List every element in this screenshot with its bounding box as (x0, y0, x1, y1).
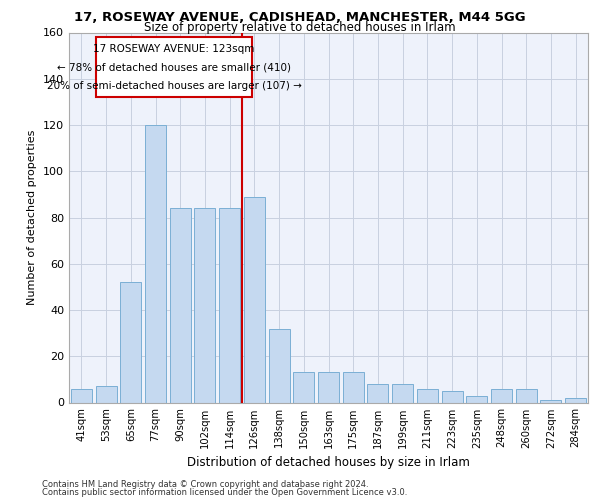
Bar (367, 384, 388, 402)
Bar (442, 391, 463, 402)
Bar (120, 282, 141, 403)
Bar (318, 372, 339, 402)
Bar (516, 388, 537, 402)
Text: Contains HM Land Registry data © Crown copyright and database right 2024.: Contains HM Land Registry data © Crown c… (42, 480, 368, 489)
Text: 20% of semi-detached houses are larger (107) →: 20% of semi-detached houses are larger (… (47, 81, 301, 91)
Bar (343, 372, 364, 402)
Bar (466, 396, 487, 402)
Bar (541, 400, 562, 402)
Bar (392, 384, 413, 402)
Bar (194, 208, 215, 402)
Bar (244, 196, 265, 402)
Text: 17, ROSEWAY AVENUE, CADISHEAD, MANCHESTER, M44 5GG: 17, ROSEWAY AVENUE, CADISHEAD, MANCHESTE… (74, 11, 526, 24)
Text: Size of property relative to detached houses in Irlam: Size of property relative to detached ho… (144, 22, 456, 35)
Bar (145, 125, 166, 402)
Bar (269, 328, 290, 402)
Text: ← 78% of detached houses are smaller (410): ← 78% of detached houses are smaller (41… (57, 62, 291, 72)
Y-axis label: Number of detached properties: Number of detached properties (28, 130, 37, 305)
Text: 17 ROSEWAY AVENUE: 123sqm: 17 ROSEWAY AVENUE: 123sqm (94, 44, 255, 54)
Bar (95, 386, 116, 402)
Bar (293, 372, 314, 402)
X-axis label: Distribution of detached houses by size in Irlam: Distribution of detached houses by size … (187, 456, 470, 469)
Bar (170, 208, 191, 402)
Bar (219, 208, 240, 402)
Bar (491, 388, 512, 402)
Bar (565, 398, 586, 402)
FancyBboxPatch shape (96, 37, 252, 97)
Bar (71, 388, 92, 402)
Bar (417, 388, 438, 402)
Text: Contains public sector information licensed under the Open Government Licence v3: Contains public sector information licen… (42, 488, 407, 497)
